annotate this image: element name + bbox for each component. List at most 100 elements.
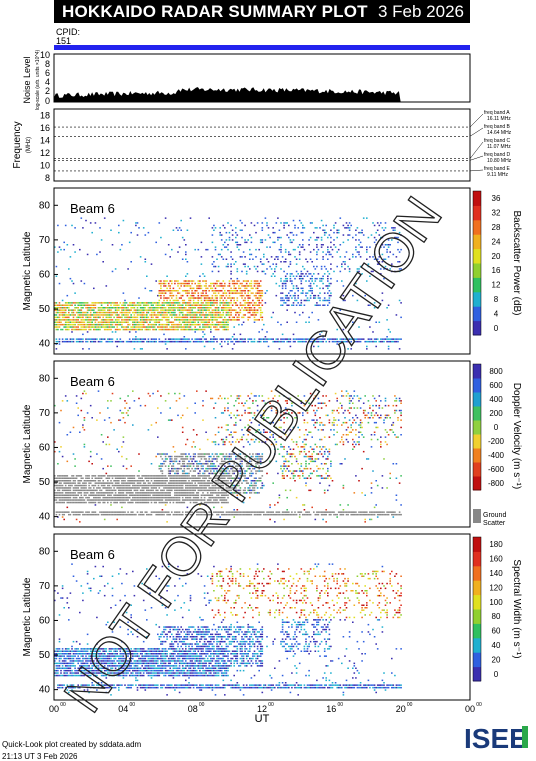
scatter-cell bbox=[188, 299, 190, 302]
scatter-cell bbox=[147, 513, 150, 516]
scatter-cell bbox=[83, 321, 86, 323]
scatter-cell bbox=[107, 321, 109, 323]
scatter-cell bbox=[300, 287, 303, 290]
scatter-cell bbox=[281, 285, 284, 287]
scatter-cell bbox=[174, 455, 176, 458]
scatter-cell bbox=[122, 319, 125, 321]
scatter-cell bbox=[142, 307, 145, 309]
scatter-cell bbox=[74, 499, 76, 501]
scatter-cell bbox=[86, 316, 89, 319]
scatter-cell bbox=[197, 297, 200, 299]
scatter-cell bbox=[239, 465, 242, 467]
scatter-cell bbox=[319, 304, 321, 306]
scatter-cell bbox=[86, 311, 89, 314]
scatter-cell bbox=[91, 417, 93, 419]
scatter-cell bbox=[395, 256, 398, 258]
scatter-cell bbox=[99, 477, 101, 479]
scatter-cell bbox=[61, 499, 64, 501]
scatter-cell bbox=[289, 345, 292, 348]
scatter-cell bbox=[77, 475, 79, 477]
scatter-cell bbox=[135, 336, 137, 338]
scatter-cell bbox=[108, 340, 111, 343]
scatter-cell bbox=[278, 285, 281, 287]
scatter-cell bbox=[289, 280, 292, 282]
scatter-cell bbox=[366, 258, 368, 260]
scatter-cell bbox=[166, 287, 168, 290]
scatter-cell bbox=[54, 477, 56, 479]
scatter-cell bbox=[283, 299, 285, 302]
scatter-cell bbox=[339, 309, 342, 311]
scatter-cell bbox=[214, 316, 217, 319]
scatter-cell bbox=[146, 319, 148, 321]
scatter-cell bbox=[166, 501, 168, 504]
scatter-cell bbox=[155, 307, 157, 309]
scatter-cell bbox=[235, 241, 237, 244]
scatter-cell bbox=[247, 340, 249, 343]
frequency-band-leader-0 bbox=[469, 113, 484, 128]
scatter-cell bbox=[275, 282, 278, 285]
scatter-cell bbox=[322, 251, 324, 253]
scatter-cell bbox=[178, 319, 181, 321]
scatter-cell bbox=[119, 475, 122, 477]
scatter-cell bbox=[99, 489, 101, 492]
scatter-cell bbox=[356, 268, 359, 270]
scatter-cell bbox=[302, 244, 304, 246]
scatter-cell bbox=[367, 338, 370, 340]
scatter-cell bbox=[96, 319, 98, 321]
scatter-cell bbox=[119, 397, 122, 400]
scatter-cell bbox=[236, 494, 239, 496]
scatter-cell bbox=[60, 321, 62, 323]
scatter-cell bbox=[244, 297, 246, 299]
scatter-cell bbox=[136, 338, 139, 340]
scatter-cell bbox=[258, 338, 260, 340]
scatter-cell bbox=[250, 470, 253, 472]
scatter-cell bbox=[118, 487, 120, 489]
scatter-cell bbox=[133, 513, 136, 516]
scatter-cell bbox=[242, 251, 245, 253]
scatter-cell bbox=[169, 314, 171, 316]
scatter-cell bbox=[166, 299, 168, 302]
scatter-cell bbox=[373, 258, 376, 260]
scatter-cell bbox=[227, 340, 229, 343]
scatter-cell bbox=[188, 492, 190, 494]
scatter-cell bbox=[177, 326, 179, 328]
scatter-cell bbox=[61, 319, 64, 321]
scatter-cell bbox=[114, 475, 117, 477]
scatter-cell bbox=[116, 338, 118, 340]
scatter-cell bbox=[250, 253, 253, 256]
scatter-cell bbox=[121, 455, 123, 458]
scatter-cell bbox=[337, 231, 340, 234]
scatter-cell bbox=[222, 492, 225, 494]
scatter-cell bbox=[160, 492, 162, 494]
scatter-cell bbox=[80, 217, 83, 219]
scatter-cell bbox=[314, 294, 317, 297]
scatter-cell bbox=[259, 316, 262, 319]
scatter-cell bbox=[214, 338, 217, 340]
scatter-cell bbox=[172, 311, 175, 314]
scatter-cell bbox=[245, 492, 248, 494]
scatter-cell bbox=[203, 304, 206, 306]
scatter-cell bbox=[249, 338, 251, 340]
scatter-cell bbox=[231, 494, 234, 496]
scatter-cell bbox=[239, 219, 242, 222]
scatter-cell bbox=[280, 222, 282, 224]
scatter-cell bbox=[334, 338, 337, 340]
scatter-cell bbox=[186, 487, 189, 489]
scatter-cell bbox=[275, 265, 278, 268]
scatter-cell bbox=[157, 475, 159, 477]
scatter-cell bbox=[178, 463, 181, 465]
scatter-cell bbox=[294, 297, 296, 299]
scatter-cell bbox=[241, 307, 243, 309]
scatter-cell bbox=[164, 340, 167, 343]
scatter-cell bbox=[196, 390, 198, 392]
scatter-cell bbox=[369, 256, 371, 258]
scatter-cell bbox=[110, 326, 112, 328]
scatter-cell bbox=[319, 333, 321, 336]
scatter-cell bbox=[82, 326, 84, 328]
scatter-cell bbox=[339, 270, 342, 273]
scatter-cell bbox=[91, 319, 93, 321]
scatter-cell bbox=[288, 224, 290, 227]
scatter-cell bbox=[160, 326, 162, 328]
colorbar-tick-32: 32 bbox=[492, 209, 501, 218]
scatter-cell bbox=[107, 319, 109, 321]
